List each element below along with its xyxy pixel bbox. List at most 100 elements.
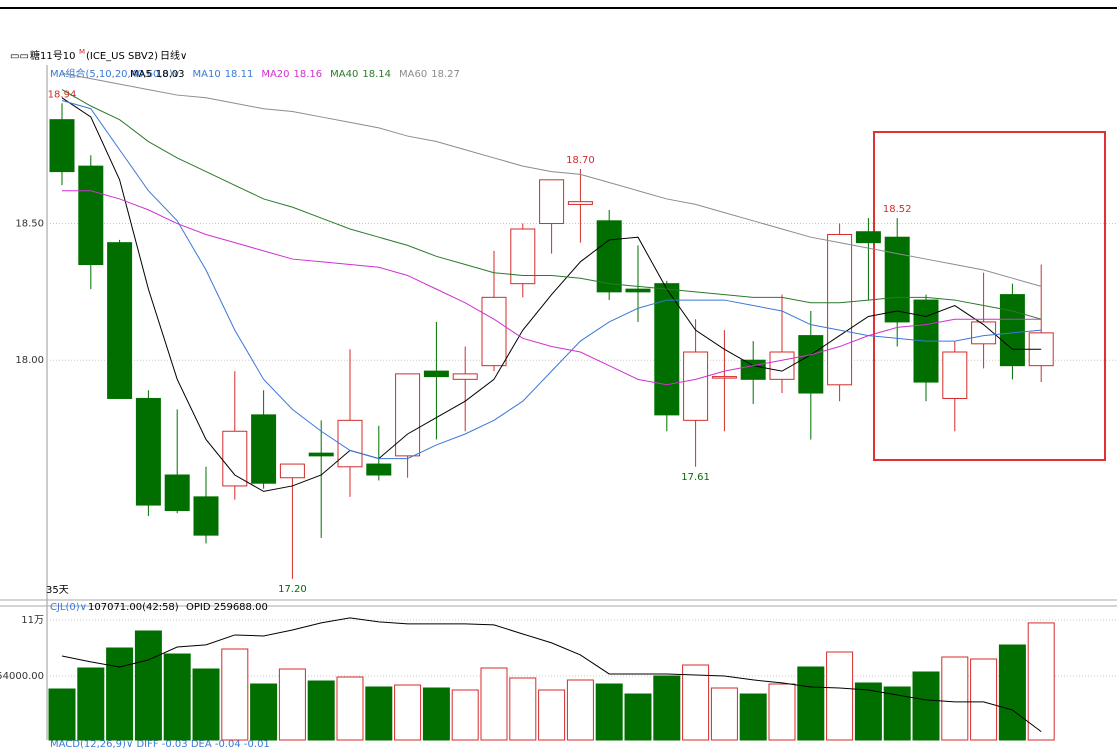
oi-label: OPID 259688.00 <box>186 602 268 613</box>
candle-body <box>135 397 161 506</box>
candle-body <box>279 463 305 479</box>
volume-indicator[interactable]: CJL(0)∨ <box>50 602 87 613</box>
candle-body <box>769 351 795 380</box>
period[interactable]: 日线∨ <box>160 49 187 62</box>
volume-bar <box>1027 622 1055 741</box>
legend-name: MA10 <box>192 69 220 80</box>
candle-body <box>337 419 363 468</box>
volume-bar <box>365 686 393 741</box>
candle-body <box>798 335 824 394</box>
candle-body <box>49 119 75 173</box>
volume-bar <box>509 677 537 741</box>
volume-bar <box>768 683 796 741</box>
high-label: 18.70 <box>566 155 595 166</box>
candle-body <box>366 463 392 476</box>
candle-body <box>193 496 219 536</box>
ma-line <box>61 89 1042 320</box>
volume-bar <box>163 653 191 741</box>
candle-body <box>942 351 968 399</box>
volume-bar <box>826 651 854 741</box>
macd-header: MACD(12,26,9)∨ DIFF -0.03 DEA -0.04 -0.0… <box>50 739 270 749</box>
candle-body <box>567 201 593 205</box>
volume-bar <box>854 682 882 741</box>
candle-body <box>423 370 449 378</box>
y-tick-label: 11万 <box>21 615 44 626</box>
candle-body <box>683 351 709 421</box>
legend-value: 18.03 <box>156 69 185 80</box>
low-label: 17.61 <box>681 472 710 483</box>
candle-body <box>999 294 1025 367</box>
volume-bar <box>710 687 738 741</box>
volume-bar <box>566 679 594 741</box>
y-tick-label: 54000.00 <box>0 671 44 682</box>
volume-bar <box>653 675 681 741</box>
candle-body <box>222 430 248 487</box>
legend-name: MA20 <box>261 69 289 80</box>
legend-value: 18.16 <box>294 69 323 80</box>
legend-value: 18.11 <box>225 69 254 80</box>
candle-body <box>971 321 997 345</box>
legend-name: MA40 <box>330 69 358 80</box>
volume-bar <box>422 687 450 741</box>
candle-body <box>78 165 104 266</box>
volume-bar <box>595 683 623 741</box>
y-tick-label: 18.50 <box>15 219 44 230</box>
volume-bar <box>480 667 508 741</box>
ma-line <box>61 100 1042 460</box>
volume-bar <box>998 644 1026 741</box>
volume-bar <box>394 684 422 741</box>
contract-flag: M <box>79 48 85 56</box>
candle-body <box>539 179 565 225</box>
volume-bar <box>307 680 335 741</box>
volume-bar <box>221 648 249 741</box>
header-icon: ▭▭ <box>10 51 29 62</box>
volume-bar <box>538 689 566 741</box>
last-volume: 107071.00(42:58) <box>88 602 179 613</box>
volume-bar <box>941 656 969 741</box>
volume-bar <box>797 666 825 741</box>
volume-bar <box>336 676 364 741</box>
candle-body <box>164 474 190 512</box>
volume-bar <box>682 664 710 741</box>
legend-value: 18.27 <box>431 69 460 80</box>
volume-bar <box>77 667 105 741</box>
candle-body <box>395 373 421 457</box>
volume-bar <box>883 686 911 741</box>
volume-bar <box>970 658 998 741</box>
volume-bar <box>250 683 278 741</box>
volume-bar <box>739 693 767 741</box>
volume-bar <box>624 693 652 741</box>
candle-body <box>107 242 133 399</box>
candle-body <box>884 236 910 323</box>
volume-bar <box>48 688 76 741</box>
legend-value: 18.14 <box>362 69 391 80</box>
y-tick-label: 18.00 <box>15 355 44 366</box>
candle-body <box>827 233 853 386</box>
ma-line <box>62 190 1042 386</box>
candle-body <box>596 220 622 293</box>
volume-bar <box>106 647 134 741</box>
candle-body <box>740 359 766 380</box>
legend-name: MA5 <box>130 69 152 80</box>
volume-bar <box>451 689 479 741</box>
volume-bar <box>192 668 220 741</box>
days-label: 35天 <box>46 585 69 596</box>
volume-bar <box>134 630 162 741</box>
candle-body <box>625 288 651 293</box>
open-interest-line <box>61 617 1042 733</box>
candle-body <box>481 296 507 367</box>
candle-body <box>251 414 277 484</box>
ma-line <box>61 72 1042 287</box>
symbol: 糖11号10 <box>30 49 75 62</box>
low-label: 17.20 <box>278 584 307 595</box>
candle-body <box>308 452 334 457</box>
ma-line <box>61 97 1042 492</box>
candle-body <box>711 376 737 379</box>
volume-bar <box>278 668 306 741</box>
top-rule <box>0 7 1117 9</box>
legend-name: MA60 <box>399 69 427 80</box>
exchange: (ICE_US SBV2) <box>86 51 158 62</box>
candle-body <box>452 373 478 380</box>
highlight-box <box>873 131 1106 461</box>
